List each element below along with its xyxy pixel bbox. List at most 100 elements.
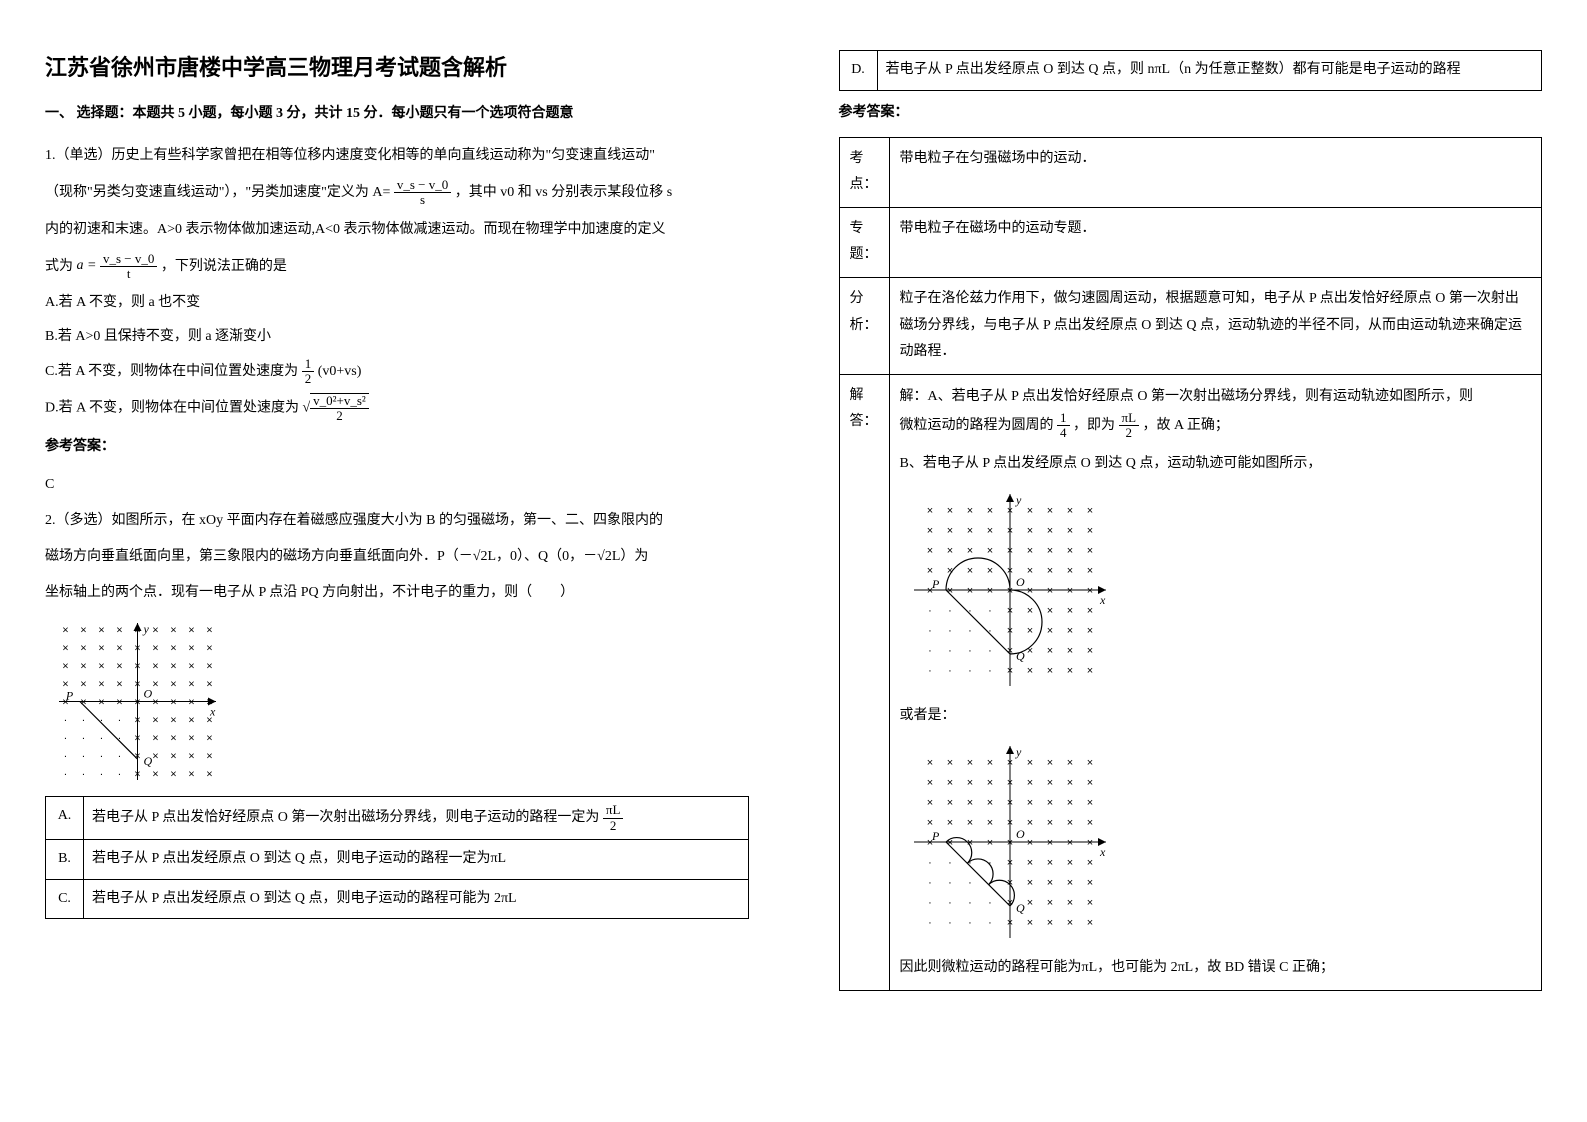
table-row: A. 若电子从 P 点出发恰好经原点 O 第一次射出磁场分界线，则电子运动的路程… <box>46 797 749 840</box>
svg-text:·: · <box>948 877 952 889</box>
svg-text:·: · <box>948 645 952 657</box>
table-row: B. 若电子从 P 点出发经原点 O 到达 Q 点，则电子运动的路程一定为πL <box>46 839 749 879</box>
svg-text:·: · <box>968 645 972 657</box>
svg-text:×: × <box>1046 565 1052 577</box>
svg-text:×: × <box>170 625 176 637</box>
svg-text:×: × <box>986 505 992 517</box>
svg-text:×: × <box>170 733 176 745</box>
svg-text:·: · <box>64 769 68 781</box>
svg-text:×: × <box>1086 625 1092 637</box>
frac-pl2: πL 2 <box>1119 411 1140 441</box>
svg-text:·: · <box>64 751 68 763</box>
svg-text:P: P <box>65 689 74 703</box>
svg-text:×: × <box>206 751 212 763</box>
svg-text:×: × <box>1026 505 1032 517</box>
svg-text:×: × <box>1026 877 1032 889</box>
frac-sqrt-den: 2 <box>310 409 369 423</box>
svg-text:×: × <box>1086 797 1092 809</box>
q1-optA: A.若 A 不变，则 a 也不变 <box>45 289 749 317</box>
svg-text:x: x <box>209 705 216 719</box>
svg-text:×: × <box>170 697 176 709</box>
q1-answer: C <box>45 471 749 499</box>
q2-options-table-cont: D. 若电子从 P 点出发经原点 O 到达 Q 点，则 nπL（n 为任意正整数… <box>839 50 1543 91</box>
svg-text:×: × <box>1086 645 1092 657</box>
svg-text:×: × <box>926 525 932 537</box>
svg-text:·: · <box>988 605 992 617</box>
svg-text:×: × <box>986 757 992 769</box>
svg-text:×: × <box>62 661 68 673</box>
svg-text:×: × <box>946 505 952 517</box>
ans-line2: B、若电子从 P 点出发经原点 O 到达 Q 点，运动轨迹可能如图所示， <box>900 450 1532 478</box>
ans-line1d: ，故 A 正确； <box>1143 418 1229 433</box>
svg-text:×: × <box>188 751 194 763</box>
svg-text:×: × <box>116 661 122 673</box>
q2-stem2: 磁场方向垂直纸面向里，第三象限内的磁场方向垂直纸面向外．P（－√2L，0）、Q（… <box>45 543 749 571</box>
svg-text:×: × <box>1066 777 1072 789</box>
frac-A: v_s − v_0 s <box>394 178 451 208</box>
svg-text:·: · <box>928 625 932 637</box>
svg-text:·: · <box>118 769 122 781</box>
frac-pl2-num: πL <box>1119 411 1140 426</box>
opt-val: 若电子从 P 点出发经原点 O 到达 Q 点，则电子运动的路程可能为 2πL <box>84 879 749 919</box>
svg-text:×: × <box>1066 857 1072 869</box>
svg-text:×: × <box>1086 817 1092 829</box>
ans-val: 带电粒子在磁场中的运动专题． <box>889 207 1542 277</box>
svg-text:×: × <box>1046 817 1052 829</box>
svg-text:×: × <box>170 643 176 655</box>
svg-text:×: × <box>98 625 104 637</box>
diagram1-svg: ××××××××××××××××××××××××××××××××××××××××… <box>55 619 220 784</box>
page-title: 江苏省徐州市唐楼中学高三物理月考试题含解析 <box>45 50 749 82</box>
optA-frac-num: πL <box>603 803 624 818</box>
svg-text:×: × <box>98 679 104 691</box>
q2-stem1: 2.（多选）如图所示，在 xOy 平面内存在着磁感应强度大小为 B 的匀强磁场，… <box>45 507 749 535</box>
svg-text:·: · <box>928 917 932 929</box>
svg-text:×: × <box>1066 545 1072 557</box>
svg-text:×: × <box>966 565 972 577</box>
svg-text:x: x <box>1099 593 1106 607</box>
svg-text:×: × <box>152 679 158 691</box>
svg-text:×: × <box>1086 525 1092 537</box>
svg-text:·: · <box>968 897 972 909</box>
svg-text:O: O <box>144 687 153 701</box>
opt-key: A. <box>46 797 84 840</box>
optA-frac-den: 2 <box>603 819 624 833</box>
svg-text:×: × <box>986 525 992 537</box>
svg-text:×: × <box>1026 897 1032 909</box>
q1-optD-a: D.若 A 不变，则物体在中间位置处速度为 <box>45 400 299 415</box>
frac-A-num: v_s − v_0 <box>394 178 451 193</box>
q2-diagram: ××××××××××××××××××××××××××××××××××××××××… <box>55 619 749 784</box>
frac-a-num: v_s − v_0 <box>100 252 157 267</box>
svg-text:×: × <box>206 769 212 781</box>
section-heading: 一、 选择题：本题共 5 小题，每小题 3 分，共计 15 分．每小题只有一个选… <box>45 100 749 128</box>
svg-text:×: × <box>116 697 122 709</box>
svg-text:×: × <box>80 679 86 691</box>
svg-text:×: × <box>1066 505 1072 517</box>
q1-stem4a: 式为 <box>45 259 73 274</box>
svg-text:×: × <box>170 715 176 727</box>
frac-14-num: 1 <box>1057 411 1070 426</box>
svg-text:×: × <box>1066 797 1072 809</box>
frac-14: 1 4 <box>1057 411 1070 441</box>
svg-text:×: × <box>1086 505 1092 517</box>
opt-key: B. <box>46 839 84 879</box>
svg-text:×: × <box>1086 777 1092 789</box>
svg-text:×: × <box>188 697 194 709</box>
svg-text:×: × <box>1086 605 1092 617</box>
svg-text:·: · <box>928 665 932 677</box>
ans-key: 分析： <box>839 277 889 374</box>
svg-text:×: × <box>1046 505 1052 517</box>
frac-14-den: 4 <box>1057 426 1070 440</box>
svg-text:×: × <box>986 797 992 809</box>
ans-line1a: 解：A、若电子从 P 点出发恰好经原点 O 第一次射出磁场分界线，则有运动轨迹如… <box>900 383 1532 411</box>
svg-text:Q: Q <box>144 754 153 768</box>
svg-text:×: × <box>1086 565 1092 577</box>
svg-text:·: · <box>64 733 68 745</box>
svg-text:×: × <box>1066 665 1072 677</box>
ans-val: 带电粒子在匀强磁场中的运动． <box>889 137 1542 207</box>
svg-text:×: × <box>1026 797 1032 809</box>
svg-text:×: × <box>946 797 952 809</box>
svg-text:×: × <box>98 661 104 673</box>
svg-text:×: × <box>926 797 932 809</box>
diagram3-svg: ××××××××××××××××××××××××××××××××××××××××… <box>910 742 1110 942</box>
svg-text:×: × <box>188 769 194 781</box>
